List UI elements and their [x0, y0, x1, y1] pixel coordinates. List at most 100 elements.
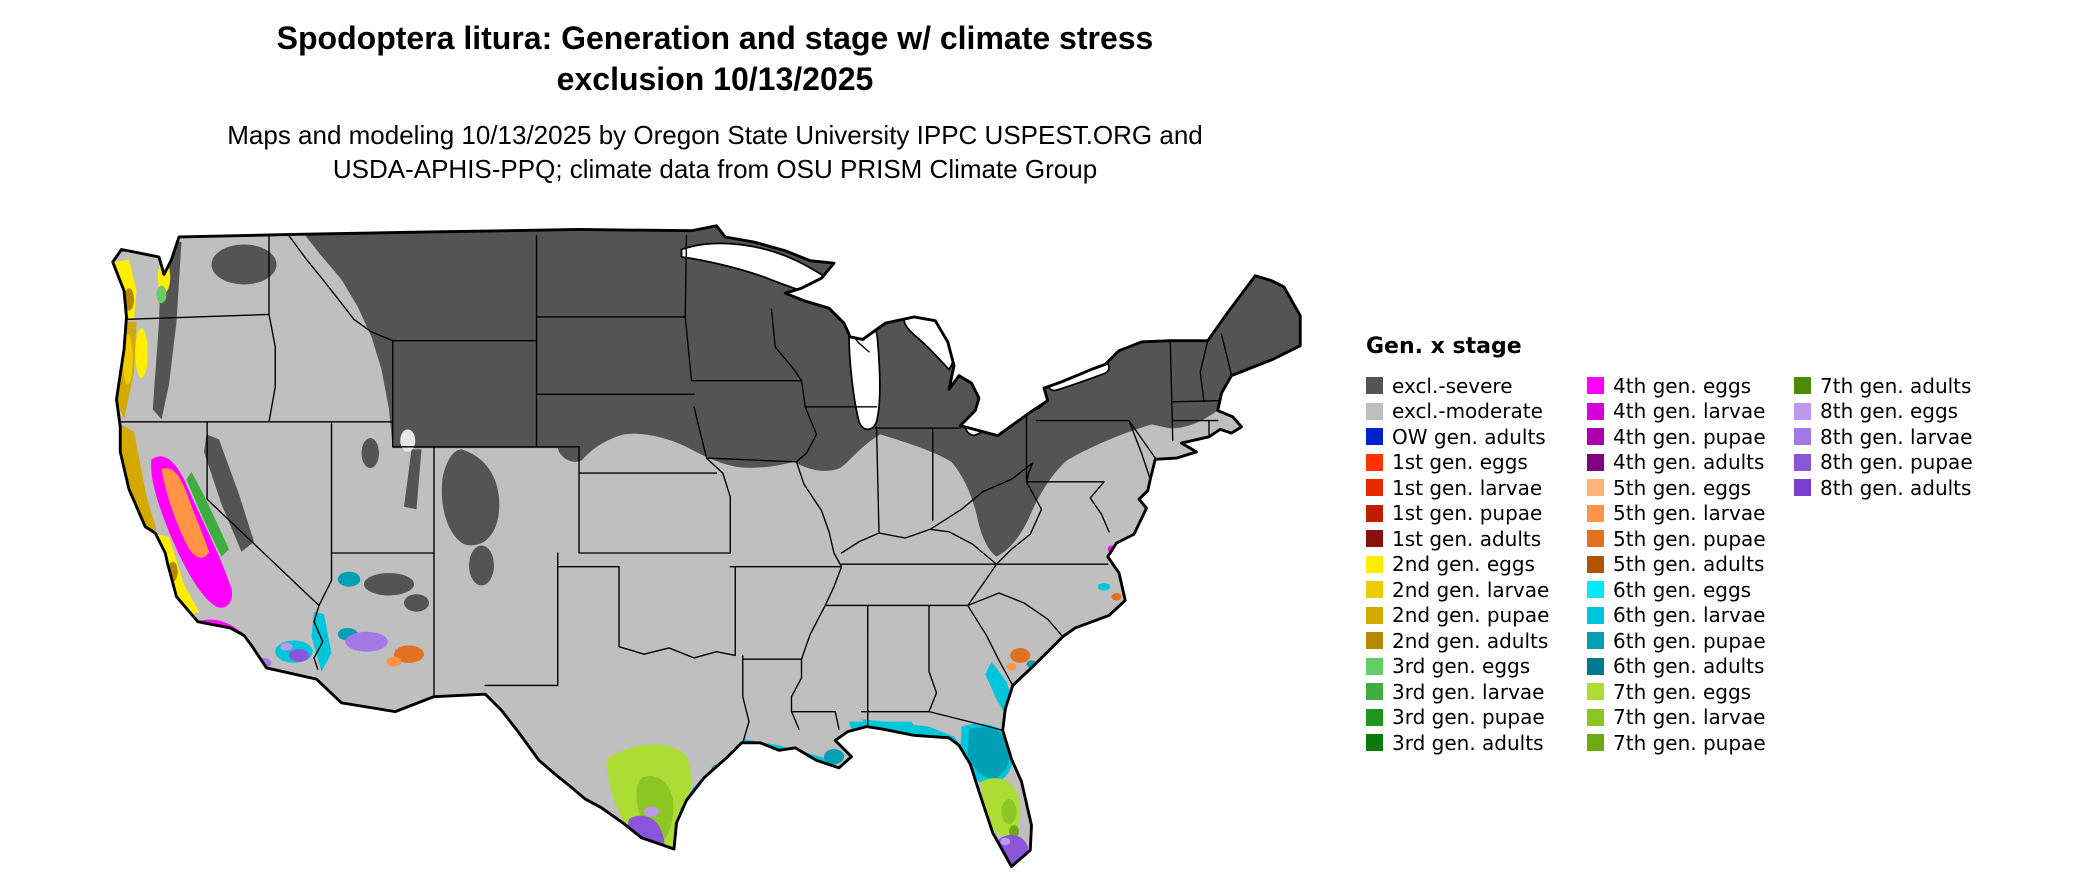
legend-label: excl.-severe	[1392, 373, 1513, 398]
legend-label: 3rd gen. eggs	[1392, 654, 1531, 679]
region-patch	[1097, 582, 1111, 591]
legend-swatch	[1794, 377, 1811, 395]
legend-swatch	[1587, 606, 1604, 624]
legend-label: 6th gen. larvae	[1613, 603, 1766, 628]
legend-item: 6th gen. pupae	[1587, 628, 1766, 654]
legend-swatch	[1366, 504, 1383, 522]
legend-item: 2nd gen. eggs	[1366, 552, 1549, 578]
region-patch	[135, 328, 148, 379]
legend-item: 7th gen. adults	[1794, 373, 1973, 399]
legend-label: 2nd gen. eggs	[1392, 552, 1535, 577]
legend-swatch	[1587, 632, 1604, 650]
region-patch	[1001, 799, 1017, 825]
legend-item: 1st gen. pupae	[1366, 501, 1549, 527]
legend-item: 6th gen. larvae	[1587, 603, 1766, 629]
region-patch	[337, 571, 361, 587]
legend-item: 8th gen. pupae	[1794, 450, 1973, 476]
legend-label: 3rd gen. larvae	[1392, 679, 1545, 704]
legend-label: 1st gen. pupae	[1392, 501, 1543, 526]
legend-label: OW gen. adults	[1392, 424, 1546, 449]
legend-swatch	[1366, 428, 1383, 446]
legend-item: 7th gen. pupae	[1587, 730, 1766, 756]
region-phoenix	[345, 631, 388, 652]
legend-label: 8th gen. pupae	[1820, 450, 1973, 475]
region-severe-cascades	[152, 239, 182, 420]
region-patch	[186, 471, 229, 557]
region-patch	[289, 649, 309, 662]
legend-label: 5th gen. pupae	[1613, 526, 1766, 551]
legend-item: 2nd gen. larvae	[1366, 577, 1549, 603]
region-patch	[117, 424, 157, 535]
legend-label: 8th gen. eggs	[1820, 399, 1959, 424]
legend-swatch	[1794, 428, 1811, 446]
legend-item: excl.-severe	[1366, 373, 1549, 399]
legend-item: 2nd gen. pupae	[1366, 603, 1549, 629]
subtitle-line2: USDA-APHIS-PPQ; climate data from OSU PR…	[332, 154, 1098, 184]
legend-label: 7th gen. larvae	[1613, 705, 1766, 730]
region-patch	[386, 656, 402, 667]
legend-label: 6th gen. pupae	[1613, 628, 1766, 653]
legend-swatch	[1366, 555, 1383, 573]
region-patch	[394, 645, 424, 663]
region-savannah	[1010, 647, 1031, 663]
region-severe-patch	[361, 438, 379, 469]
legend-item: 2nd gen. adults	[1366, 628, 1549, 654]
legend-label: 4th gen. pupae	[1613, 424, 1766, 449]
region-severe-sierra	[204, 434, 254, 552]
legend-swatch	[1587, 377, 1604, 395]
title-line2: exclusion 10/13/2025	[556, 61, 874, 97]
legend-swatch	[1366, 581, 1383, 599]
us-outline	[111, 224, 1302, 868]
legend-label: 1st gen. adults	[1392, 526, 1542, 551]
region-keys	[1023, 868, 1031, 873]
legend-swatch	[1366, 708, 1383, 726]
legend-item: 3rd gen. pupae	[1366, 705, 1549, 731]
subtitle-line1: Maps and modeling 10/13/2025 by Oregon S…	[227, 120, 1203, 150]
legend-label: 4th gen. eggs	[1613, 373, 1752, 398]
legend-column-1: excl.-severe excl.-moderate OW gen. adults…	[1366, 373, 1549, 756]
legend-swatch	[1587, 428, 1604, 446]
legend-swatch	[1587, 402, 1604, 420]
region-patch	[644, 806, 659, 817]
legend-item: 5th gen. pupae	[1587, 526, 1766, 552]
legend-label: 8th gen. larvae	[1820, 424, 1973, 449]
region-patch	[967, 727, 1010, 779]
legend-column-2: 4th gen. eggs 4th gen. larvae 4th gen. pup…	[1587, 373, 1766, 756]
legend-title: Gen. x stage	[1366, 334, 1522, 359]
legend-swatch	[1794, 453, 1811, 471]
region-severe-patch	[404, 594, 429, 612]
legend-swatch	[1366, 377, 1383, 395]
legend-swatch	[1366, 453, 1383, 471]
region-severe-patch	[364, 572, 414, 596]
legend-item: 1st gen. larvae	[1366, 475, 1549, 501]
legend-label: 2nd gen. larvae	[1392, 577, 1550, 602]
region-patch	[1009, 825, 1019, 838]
legend-label: 7th gen. adults	[1820, 373, 1972, 398]
legend-label: 7th gen. eggs	[1613, 679, 1752, 704]
region-severe-patch	[211, 244, 277, 285]
legend-label: excl.-moderate	[1392, 399, 1543, 424]
region-patch	[1006, 662, 1017, 671]
legend-item: 3rd gen. larvae	[1366, 679, 1549, 705]
region-patch	[467, 696, 486, 707]
us-map	[111, 224, 1302, 877]
region-keys	[1009, 872, 1019, 877]
legend-item: 8th gen. larvae	[1794, 424, 1973, 450]
legend-item: OW gen. adults	[1366, 424, 1549, 450]
region-patch	[1000, 837, 1011, 846]
legend-item: 7th gen. eggs	[1587, 679, 1766, 705]
legend-label: 1st gen. larvae	[1392, 475, 1543, 500]
legend-swatch	[1366, 402, 1383, 420]
legend-swatch	[1587, 708, 1604, 726]
legend-item: 4th gen. eggs	[1587, 373, 1766, 399]
legend-swatch	[1587, 504, 1604, 522]
legend-swatch	[1587, 581, 1604, 599]
legend-swatch	[1366, 734, 1383, 752]
legend-item: 4th gen. larvae	[1587, 399, 1766, 425]
legend-swatch	[1587, 555, 1604, 573]
legend-item: excl.-moderate	[1366, 399, 1549, 425]
legend-swatch	[1587, 657, 1604, 675]
region-severe-patch	[469, 545, 494, 586]
legend-item: 7th gen. larvae	[1587, 705, 1766, 731]
